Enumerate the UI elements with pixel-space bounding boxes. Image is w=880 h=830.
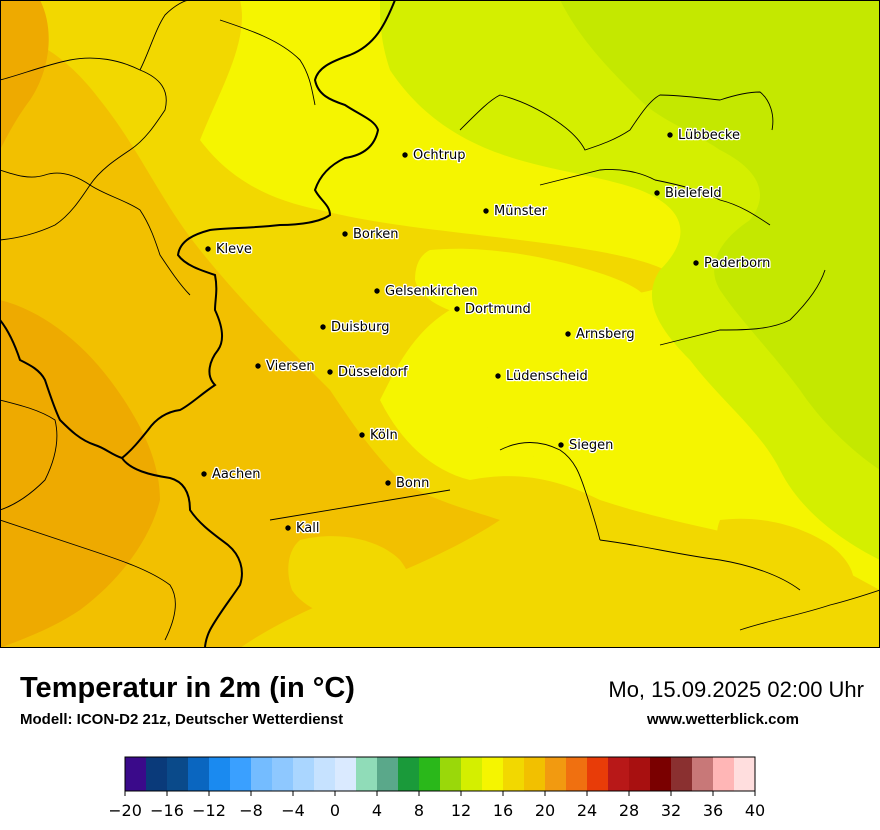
colorbar-tick-label: 24 [577, 801, 597, 820]
colorbar-swatch [335, 757, 357, 791]
colorbar-tick-label: −4 [281, 801, 305, 820]
map-title: Temperatur in 2m (in °C) [20, 672, 355, 704]
temperature-map[interactable]: Lübbecke Ochtrup Bielefeld Münster Borke… [0, 0, 880, 648]
colorbar-swatch [293, 757, 315, 791]
colorbar-swatch [734, 757, 756, 791]
city-label-koeln: Köln [370, 428, 398, 443]
colorbar-tick-label: 32 [661, 801, 681, 820]
district-borders [0, 0, 880, 641]
city-label-bielefeld: Bielefeld [665, 186, 722, 201]
colorbar-swatch [251, 757, 273, 791]
colorbar-swatch [377, 757, 399, 791]
city-label-aachen: Aachen [212, 467, 260, 482]
colorbar-tick-label: 36 [703, 801, 723, 820]
city-label-luebbecke: Lübbecke [678, 128, 740, 143]
colorbar-swatch [167, 757, 189, 791]
city-label-viersen: Viersen [266, 359, 315, 374]
colorbar-swatch [587, 757, 609, 791]
city-label-dortmund: Dortmund [465, 302, 531, 317]
city-label-duisburg: Duisburg [331, 320, 390, 335]
forecast-datetime: Mo, 15.09.2025 02:00 Uhr [608, 677, 864, 702]
colorbar-swatches [125, 757, 756, 791]
colorbar-swatch [230, 757, 252, 791]
colorbar-swatch [629, 757, 651, 791]
city-label-luedenscheid: Lüdenscheid [506, 369, 588, 384]
colorbar-swatch [188, 757, 210, 791]
city-label-kall: Kall [296, 521, 320, 536]
colorbar-tick-label: −8 [239, 801, 263, 820]
city-label-ochtrup: Ochtrup [413, 148, 466, 163]
colorbar-swatch [461, 757, 483, 791]
city-label-duesseldorf: Düsseldorf [338, 365, 408, 380]
colorbar-swatch [440, 757, 462, 791]
city-label-kleve: Kleve [216, 242, 252, 257]
city-label-borken: Borken [353, 227, 399, 242]
colorbar-swatch [692, 757, 714, 791]
colorbar-tick-label: −16 [150, 801, 184, 820]
colorbar-swatch [713, 757, 735, 791]
colorbar-tick-label: −20 [110, 801, 142, 820]
colorbar-swatch [398, 757, 420, 791]
colorbar-swatch [482, 757, 504, 791]
colorbar-tick-label: 40 [745, 801, 765, 820]
colorbar-tick-label: 12 [451, 801, 471, 820]
city-label-arnsberg: Arnsberg [576, 327, 635, 342]
colorbar-tick-label: 4 [372, 801, 382, 820]
temperature-colorbar: −20 −16 −12 −8 −4 0 4 8 12 16 20 24 28 32 36 40 [110, 756, 765, 820]
colorbar-swatch [524, 757, 546, 791]
city-label-paderborn: Paderborn [704, 256, 770, 271]
colorbar-swatch [209, 757, 231, 791]
colorbar-swatch [671, 757, 693, 791]
colorbar-swatch [125, 757, 147, 791]
colorbar-swatch [272, 757, 294, 791]
colorbar-tick-label: 0 [330, 801, 340, 820]
colorbar-swatch [503, 757, 525, 791]
city-label-gelsenkirchen: Gelsenkirchen [385, 284, 478, 299]
city-label-siegen: Siegen [569, 438, 613, 453]
colorbar-tick-label: 28 [619, 801, 639, 820]
colorbar-frame [124, 756, 756, 792]
colorbar-ticks: −20 −16 −12 −8 −4 0 4 8 12 16 20 24 28 32 36 40 [110, 791, 765, 820]
colorbar-swatch [356, 757, 378, 791]
colorbar-swatch [419, 757, 441, 791]
website-link[interactable]: www.wetterblick.com [647, 711, 799, 728]
colorbar-swatch [146, 757, 168, 791]
colorbar-swatch [566, 757, 588, 791]
colorbar-swatch [314, 757, 336, 791]
colorbar-tick-label: 16 [493, 801, 513, 820]
colorbar-swatch [545, 757, 567, 791]
colorbar-swatch [650, 757, 672, 791]
colorbar-tick-label: 8 [414, 801, 424, 820]
state-borders [0, 0, 396, 648]
temperature-field [0, 0, 880, 648]
colorbar-swatch [608, 757, 630, 791]
colorbar-tick-label: 20 [535, 801, 555, 820]
model-info: Modell: ICON-D2 21z, Deutscher Wetterdie… [20, 711, 344, 728]
city-label-bonn: Bonn [396, 476, 429, 491]
colorbar-tick-label: −12 [192, 801, 226, 820]
city-label-muenster: Münster [494, 204, 548, 219]
city-markers: Lübbecke Ochtrup Bielefeld Münster Borke… [201, 127, 772, 537]
